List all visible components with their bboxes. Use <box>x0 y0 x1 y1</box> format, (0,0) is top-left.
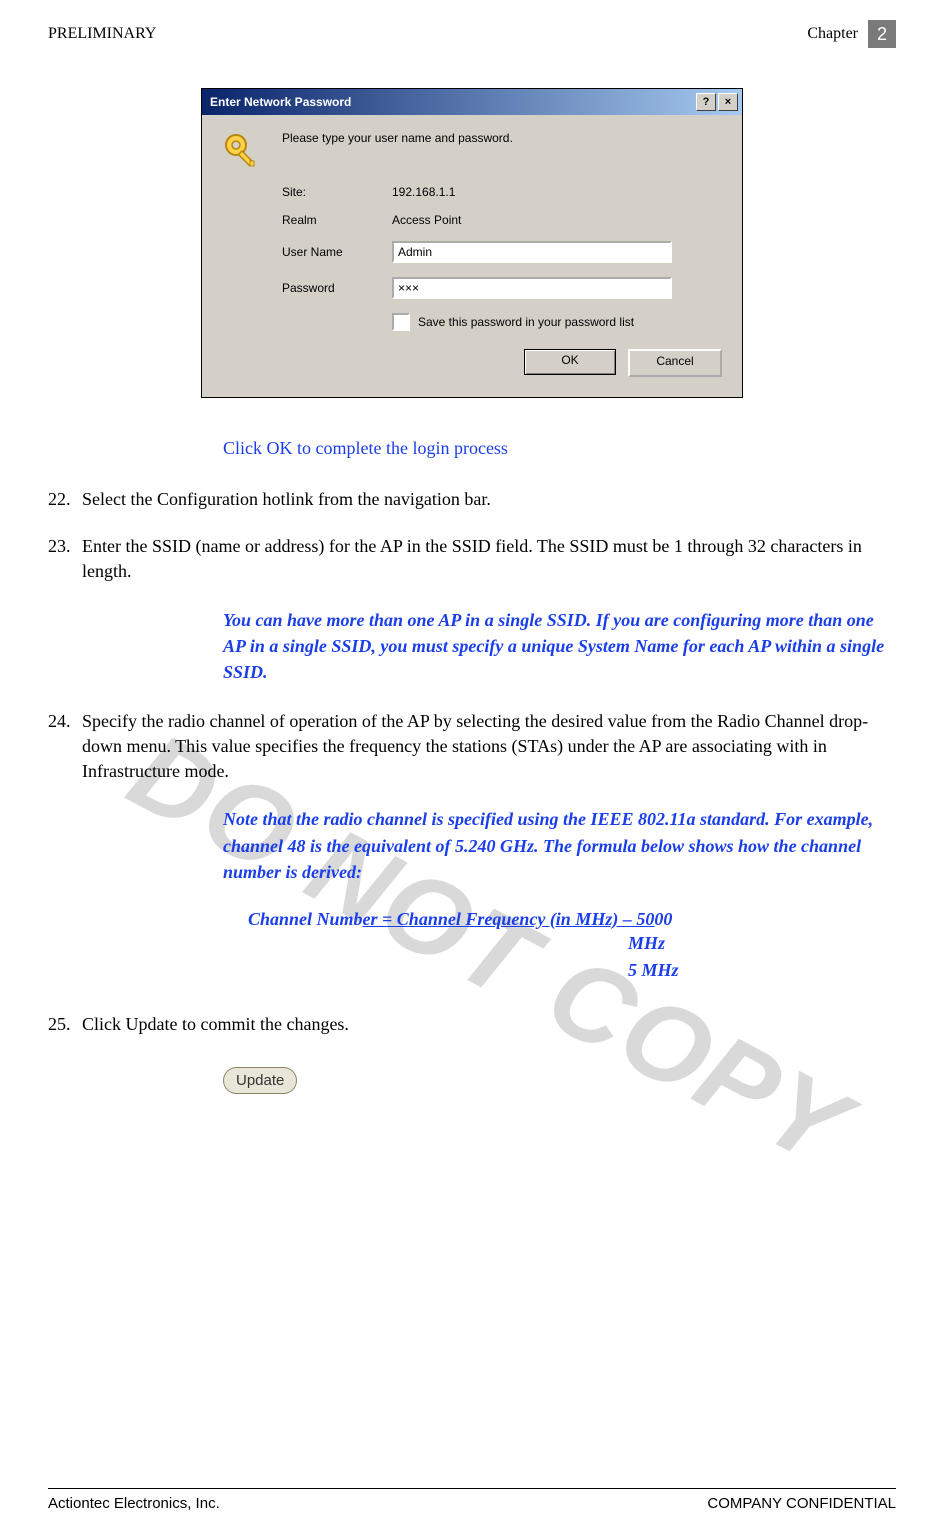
step-23: 23. Enter the SSID (name or address) for… <box>48 534 896 584</box>
header-left: PRELIMINARY <box>48 25 156 43</box>
dialog-caption: Click OK to complete the login process <box>223 438 896 459</box>
username-label: User Name <box>282 245 392 259</box>
save-password-checkbox[interactable] <box>392 313 410 331</box>
formula-part-a: Channel Numb <box>248 909 363 929</box>
save-password-label: Save this password in your password list <box>418 315 634 329</box>
dialog-titlebar: Enter Network Password ? × <box>202 89 742 115</box>
chapter-label: Chapter <box>807 25 858 43</box>
formula-part-c: 00 <box>654 909 672 929</box>
close-button[interactable]: × <box>718 93 738 111</box>
dialog-title: Enter Network Password <box>210 95 351 109</box>
formula-mhz: MHz <box>628 930 896 957</box>
page-footer: Actiontec Electronics, Inc. COMPANY CONF… <box>48 1488 896 1512</box>
note-ssid: You can have more than one AP in a singl… <box>223 607 886 685</box>
step-24: 24. Specify the radio channel of operati… <box>48 709 896 785</box>
note-channel: Note that the radio channel is specified… <box>223 806 886 884</box>
footer-left: Actiontec Electronics, Inc. <box>48 1495 220 1512</box>
password-label: Password <box>282 281 392 295</box>
step-23-text: Enter the SSID (name or address) for the… <box>82 534 896 584</box>
chapter-number: 2 <box>868 20 896 48</box>
step-25-number: 25. <box>48 1012 82 1037</box>
step-25: 25. Click Update to commit the changes. <box>48 1012 896 1037</box>
password-dialog: Enter Network Password ? × <box>201 88 743 398</box>
ok-button[interactable]: OK <box>524 349 616 375</box>
formula-part-b: er = Channel Frequency (in MHz) – 50 <box>363 909 655 929</box>
username-input[interactable] <box>392 241 672 263</box>
cancel-button[interactable]: Cancel <box>628 349 722 377</box>
key-icon <box>222 131 262 171</box>
step-22: 22. Select the Configuration hotlink fro… <box>48 487 896 512</box>
formula-5mhz: 5 MHz <box>628 957 896 984</box>
step-22-text: Select the Configuration hotlink from th… <box>82 487 896 512</box>
page-header: PRELIMINARY Chapter 2 <box>48 20 896 48</box>
dialog-instruction: Please type your user name and password. <box>282 131 513 145</box>
realm-label: Realm <box>282 213 392 227</box>
password-input[interactable] <box>392 277 672 299</box>
step-25-text: Click Update to commit the changes. <box>82 1012 896 1037</box>
step-24-text: Specify the radio channel of operation o… <box>82 709 896 785</box>
channel-formula: Channel Number = Channel Frequency (in M… <box>248 909 896 984</box>
step-22-number: 22. <box>48 487 82 512</box>
step-23-number: 23. <box>48 534 82 584</box>
footer-right: COMPANY CONFIDENTIAL <box>707 1495 896 1512</box>
realm-value: Access Point <box>392 213 722 227</box>
help-button[interactable]: ? <box>696 93 716 111</box>
site-value: 192.168.1.1 <box>392 185 722 199</box>
update-button[interactable]: Update <box>223 1067 297 1094</box>
step-24-number: 24. <box>48 709 82 785</box>
site-label: Site: <box>282 185 392 199</box>
